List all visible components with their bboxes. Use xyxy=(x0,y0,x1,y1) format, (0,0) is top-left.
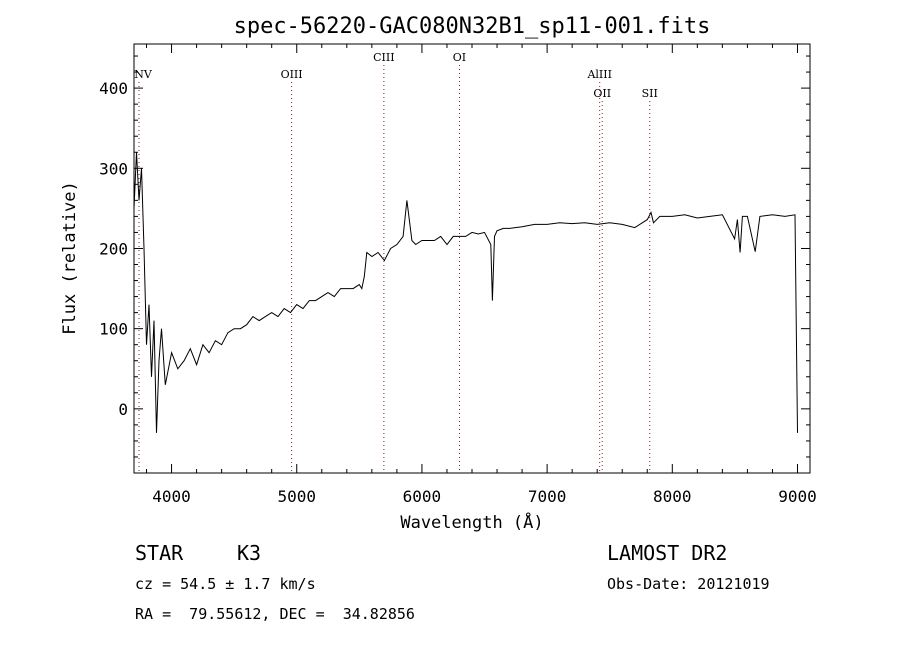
y-axis-label: Flux (relative) xyxy=(60,181,80,335)
line-label-2: CIII xyxy=(373,51,394,64)
object-subclass: K3 xyxy=(237,541,262,565)
x-tick-label-3: 7000 xyxy=(528,487,567,506)
coordinates-text: RA = 79.55612, DEC = 34.82856 xyxy=(135,605,415,623)
x-tick-label-4: 8000 xyxy=(653,487,692,506)
chart-title: spec-56220-GAC080N32B1_sp11-001.fits xyxy=(234,14,711,39)
spectrum-line xyxy=(133,152,798,433)
object-class: STAR xyxy=(135,541,184,565)
line-label-1: OIII xyxy=(281,68,303,81)
x-axis-label: Wavelength (Å) xyxy=(400,511,543,533)
x-tick-label-0: 4000 xyxy=(152,487,191,506)
y-tick-label-4: 400 xyxy=(99,79,128,98)
y-tick-label-2: 200 xyxy=(99,239,128,258)
redshift-text: cz = 54.5 ± 1.7 km/s xyxy=(135,575,316,593)
obs-date-text: Obs-Date: 20121019 xyxy=(607,575,770,593)
y-tick-label-0: 0 xyxy=(118,400,128,419)
plot-area: NV OIII CIII OI AlIII OII SII xyxy=(133,51,798,473)
x-axis: 4000 5000 6000 7000 8000 9000 xyxy=(146,44,817,506)
survey-name: LAMOST DR2 xyxy=(607,541,728,565)
y-axis: 0 100 200 300 400 xyxy=(99,55,810,458)
y-tick-label-1: 100 xyxy=(99,320,128,339)
line-label-4: AlIII xyxy=(586,68,612,81)
x-tick-label-1: 5000 xyxy=(277,487,316,506)
x-tick-label-2: 6000 xyxy=(403,487,442,506)
line-label-3: OI xyxy=(453,51,466,64)
line-label-5: OII xyxy=(593,87,611,100)
y-tick-label-3: 300 xyxy=(99,159,128,178)
line-label-0: NV xyxy=(134,68,153,81)
plot-frame xyxy=(133,43,811,474)
x-tick-label-5: 9000 xyxy=(778,487,817,506)
line-label-6: SII xyxy=(642,87,658,100)
